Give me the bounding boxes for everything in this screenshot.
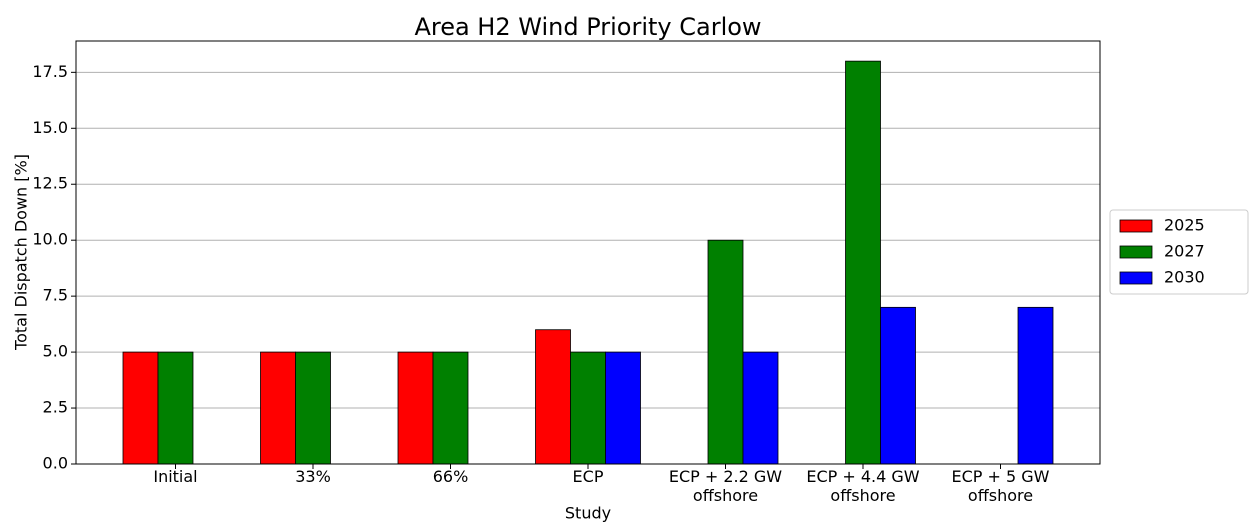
plot-frame	[75, 40, 1101, 465]
bar	[432, 351, 469, 465]
x-tick-label: 33%	[295, 467, 331, 486]
legend-swatch	[1119, 219, 1153, 233]
x-tick-label: ECP + 4.4 GW offshore	[806, 467, 919, 505]
y-tick-label: 10.0	[32, 230, 68, 249]
x-tick-label: 66%	[433, 467, 469, 486]
legend-label: 2027	[1164, 242, 1205, 261]
bar	[295, 351, 331, 465]
bar	[742, 351, 779, 465]
bar	[570, 351, 606, 465]
y-tick-label: 12.5	[32, 174, 68, 193]
y-tick-label: 5.0	[43, 342, 68, 361]
x-tick-label: ECP	[573, 467, 604, 486]
y-axis-label: Total Dispatch Down [%]	[12, 154, 31, 351]
bar	[707, 239, 744, 465]
y-tick-label: 2.5	[43, 398, 68, 417]
legend-label: 2025	[1164, 216, 1205, 235]
y-tick-label: 7.5	[43, 286, 68, 305]
bar	[260, 351, 296, 465]
x-tick-label: ECP + 5 GW offshore	[952, 467, 1050, 505]
bar	[157, 351, 194, 465]
y-tick-label: 15.0	[32, 118, 68, 137]
x-tick-label: ECP + 2.2 GW offshore	[669, 467, 782, 505]
y-tick-label: 17.5	[32, 62, 68, 81]
bar	[1017, 306, 1054, 465]
legend-label: 2030	[1164, 268, 1205, 287]
x-axis-label: Study	[565, 504, 611, 523]
y-tick-label: 0.0	[43, 454, 68, 473]
bar	[535, 329, 571, 465]
bar	[880, 306, 916, 465]
legend-swatch	[1119, 245, 1153, 259]
bar	[122, 351, 159, 465]
x-tick-label: Initial	[153, 467, 197, 486]
bar	[605, 351, 641, 465]
bar	[397, 351, 434, 465]
bar	[845, 60, 881, 465]
chart-title: Area H2 Wind Priority Carlow	[414, 13, 761, 41]
legend-swatch	[1119, 271, 1153, 285]
